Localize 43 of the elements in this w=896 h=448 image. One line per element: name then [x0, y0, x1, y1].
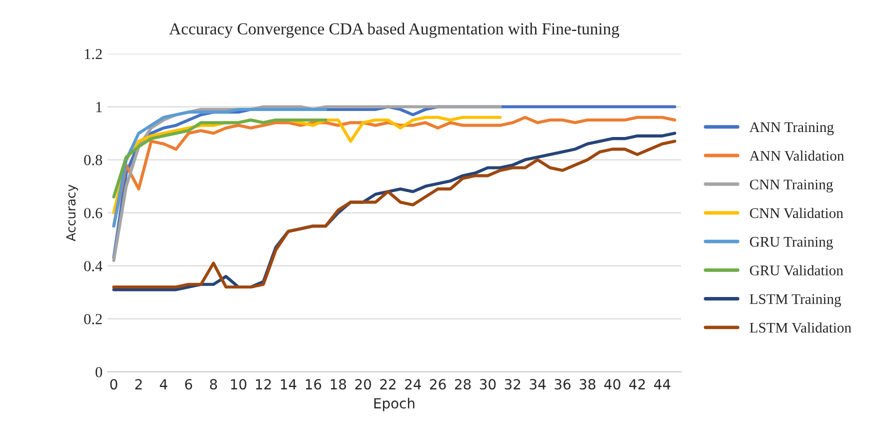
x-tick-label: 6 [185, 379, 192, 390]
y-tick-label: 0.6 [84, 208, 102, 218]
legend-label: ANN Validation [749, 150, 844, 161]
y-tick-label: 0 [96, 366, 102, 378]
x-tick-label: 22 [380, 379, 396, 390]
y-tick-label: 0.2 [84, 314, 102, 324]
x-tick-label: 8 [210, 379, 217, 390]
x-tick-label: 42 [629, 379, 645, 390]
x-tick-label: 2 [135, 379, 142, 390]
x-tick-label: 28 [454, 379, 471, 390]
x-tick-label: 40 [604, 379, 620, 390]
x-tick-label: 36 [554, 379, 570, 390]
x-axis-title: Epoch [374, 398, 414, 412]
x-tick-label: 0 [110, 379, 118, 390]
legend-label: GRU Validation [750, 265, 844, 276]
legend-label: CNN Training [750, 180, 833, 192]
chart-title: Accuracy Convergence CDA based Augmentation with Fine-tuning [169, 22, 620, 38]
x-tick-label: 38 [580, 379, 596, 390]
x-tick-label: 16 [306, 379, 322, 390]
y-tick-label: 1.2 [84, 48, 102, 60]
line-series [112, 118, 328, 198]
x-tick-label: 14 [280, 379, 296, 390]
legend-label: GRU Training [750, 236, 833, 250]
y-tick-label: 1 [96, 102, 102, 112]
legend-label: LSTM Training [750, 294, 842, 308]
x-tick-label: 32 [504, 379, 520, 390]
y-axis-title: Accuracy [66, 184, 78, 242]
x-tick-label: 30 [480, 379, 496, 390]
x-tick-label: 20 [355, 379, 371, 390]
y-tick-label: 0.8 [84, 154, 102, 166]
y-tick-label: 0.4 [84, 260, 102, 272]
x-tick-label: 18 [330, 379, 346, 390]
legend-label: CNN Validation [750, 208, 844, 218]
legend-label: LSTM Validation [750, 322, 852, 333]
x-tick-label: 34 [530, 379, 546, 390]
x-tick-label: 10 [231, 379, 246, 390]
x-tick-label: 12 [256, 379, 271, 390]
x-tick-label: 24 [405, 379, 421, 390]
x-tick-label: 44 [654, 379, 670, 390]
x-tick-label: 26 [430, 379, 446, 390]
line-series [112, 108, 328, 228]
legend-label: ANN Training [749, 122, 834, 136]
x-tick-label: 4 [160, 379, 168, 390]
